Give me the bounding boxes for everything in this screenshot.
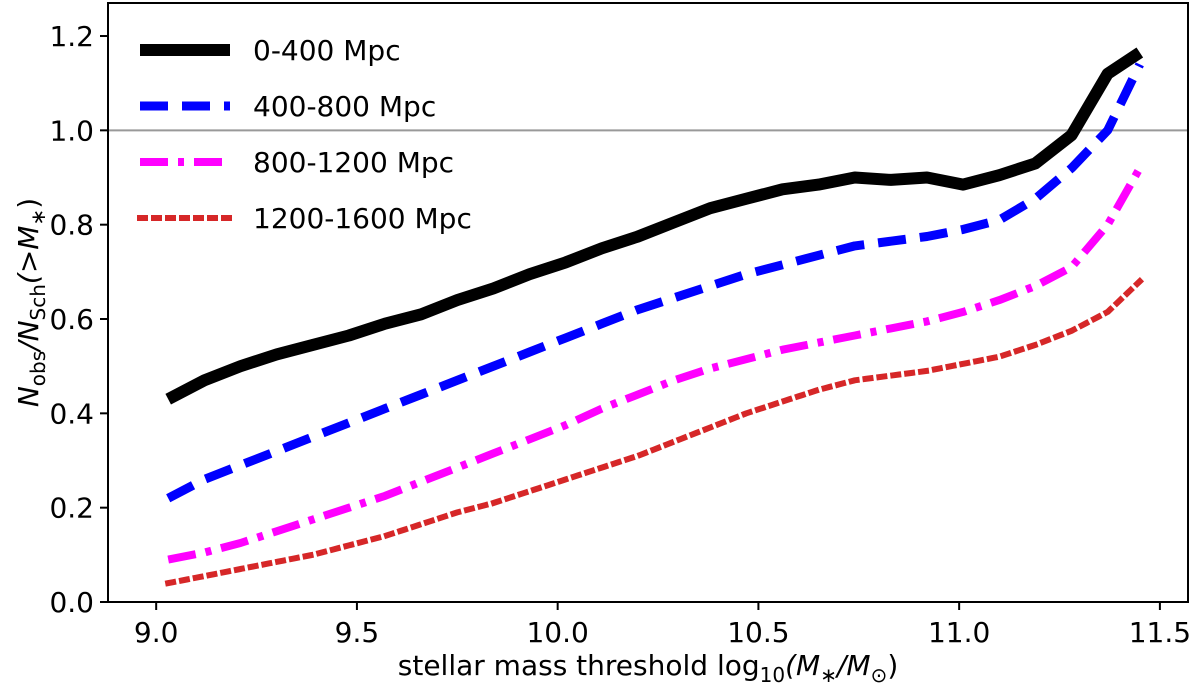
series-layer xyxy=(164,47,1145,587)
x-tick-label: 10.0 xyxy=(526,616,588,649)
x-tick-label: 9.0 xyxy=(134,616,179,649)
legend-label-2: 400-800 Mpc xyxy=(253,90,436,123)
plot-frame xyxy=(107,2,1189,603)
x-tick-label: 9.5 xyxy=(335,616,380,649)
y-tick-label: 1.2 xyxy=(49,20,94,53)
y-tick-label: 0.4 xyxy=(49,397,94,430)
x-axis-label: stellar mass threshold log10(M∗/M⊙) xyxy=(398,649,899,687)
y-tick-label: 1.0 xyxy=(49,114,94,147)
series-line-4 xyxy=(164,277,1145,587)
y-tick-label: 0.0 xyxy=(49,586,94,619)
y-tick-label: 0.6 xyxy=(49,303,94,336)
series-line-3 xyxy=(167,166,1144,564)
y-tick-label: 0.2 xyxy=(49,492,94,525)
y-axis-label: Nobs/NSch(>M∗) xyxy=(12,198,50,407)
x-tick-label: 11.0 xyxy=(928,616,990,649)
axis-labels: stellar mass threshold log10(M∗/M⊙) Nobs/… xyxy=(12,198,898,687)
legend: 0-400 Mpc 400-800 Mpc 800-1200 Mpc 1200-160… xyxy=(137,34,472,235)
series-line-2 xyxy=(166,62,1144,503)
x-tick-label: 11.5 xyxy=(1129,616,1191,649)
legend-label-4: 1200-1600 Mpc xyxy=(253,202,472,235)
series-line-1 xyxy=(165,47,1144,405)
axes-layer: 9.0 9.5 10.0 10.5 11.0 11.5 0.0 0.2 0.4 0.6 0.8 1.0… xyxy=(49,2,1191,649)
y-tick-label: 0.8 xyxy=(49,209,94,242)
x-tick-label: 10.5 xyxy=(727,616,789,649)
legend-label-1: 0-400 Mpc xyxy=(253,34,401,67)
legend-label-3: 800-1200 Mpc xyxy=(253,146,454,179)
